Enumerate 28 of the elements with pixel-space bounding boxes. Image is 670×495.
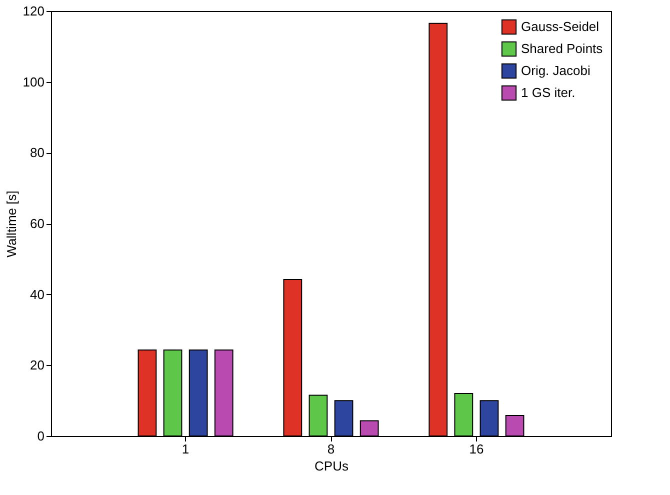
- x-tick-label: 16: [469, 442, 484, 456]
- y-tick-label: 60: [30, 216, 44, 231]
- legend-label: Gauss-Seidel: [521, 19, 600, 34]
- bar: [138, 349, 157, 436]
- bar: [308, 394, 328, 436]
- y-tick-label: 0: [37, 428, 44, 444]
- bar: [480, 400, 499, 436]
- bar: [360, 420, 379, 436]
- y-tick-label: 100: [22, 74, 44, 90]
- bar: [188, 349, 208, 436]
- legend-label: Shared Points: [521, 41, 604, 56]
- bar: [334, 400, 354, 436]
- legend-label: 1 GS iter.: [521, 85, 576, 100]
- y-tick-label: 20: [30, 358, 44, 373]
- y-tick-label: 80: [30, 145, 44, 160]
- y-tick-label: 120: [22, 4, 44, 18]
- bar: [454, 393, 474, 436]
- y-tick-label: 40: [30, 286, 44, 302]
- x-tick-label: 8: [327, 442, 335, 456]
- x-axis-title: CPUs: [314, 458, 349, 474]
- bar: [428, 22, 448, 436]
- bar: [214, 349, 234, 436]
- bar: [505, 414, 524, 436]
- x-tick-label: 1: [182, 442, 190, 456]
- bar: [163, 349, 182, 436]
- y-axis-title: Walltime [s]: [4, 190, 19, 258]
- bar: [283, 278, 302, 436]
- legend-label: Orig. Jacobi: [521, 63, 590, 78]
